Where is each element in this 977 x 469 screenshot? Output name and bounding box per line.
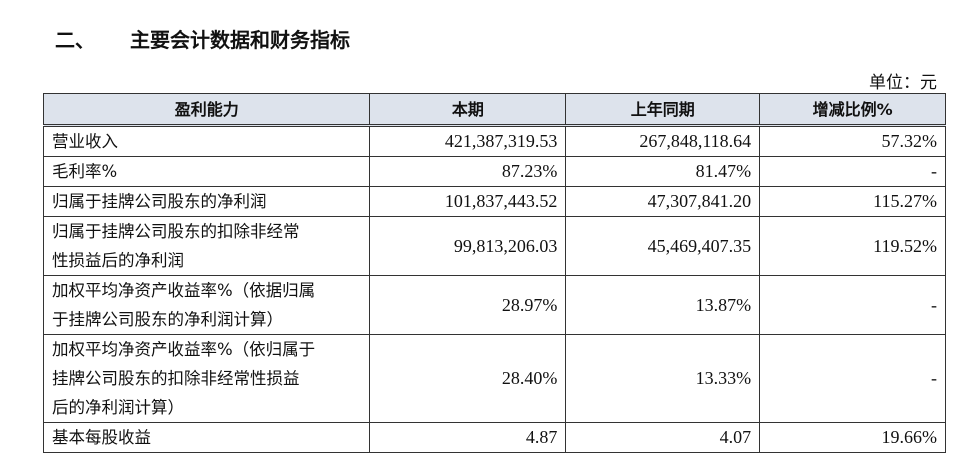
row-label: 加权平均净资产收益率%（依据归属 于挂牌公司股东的净利润计算） [42, 275, 371, 335]
row-label: 加权平均净资产收益率%（依归属于 挂牌公司股东的扣除非经常性损益 后的净利润计算） [42, 334, 371, 423]
value-cell: 4.87 [369, 422, 567, 453]
value-cell: 28.40% [369, 334, 567, 423]
value-cell: - [759, 334, 946, 423]
label-line: 于挂牌公司股东的净利润计算） [52, 310, 283, 329]
row-label: 毛利率% [42, 156, 371, 187]
row-label: 基本每股收益 [42, 422, 371, 453]
table-row: 营业收入 421,387,319.53 267,848,118.64 57.32% [42, 125, 946, 157]
label-line: 归属于挂牌公司股东的扣除非经常 [52, 222, 300, 241]
value-cell: 19.66% [759, 422, 946, 453]
section-title: 二、 主要会计数据和财务指标 [55, 24, 350, 53]
value-cell: 101,837,443.52 [369, 186, 567, 217]
row-label: 营业收入 [42, 125, 371, 157]
value-cell: 87.23% [369, 156, 567, 187]
header-cell: 盈利能力 [42, 93, 371, 127]
label-line: 后的净利润计算） [52, 398, 184, 417]
section-text: 主要会计数据和财务指标 [130, 28, 350, 52]
label-line: 挂牌公司股东的扣除非经常性损益 [52, 369, 300, 388]
header-row: 盈利能力 本期 上年同期 增减比例% [42, 93, 946, 127]
value-cell: 28.97% [369, 275, 567, 335]
table-row: 加权平均净资产收益率%（依据归属 于挂牌公司股东的净利润计算） 28.97% 13.8… [42, 275, 946, 335]
row-label: 归属于挂牌公司股东的净利润 [42, 186, 371, 217]
section-number: 二、 [55, 28, 95, 52]
value-cell: 47,307,841.20 [565, 186, 761, 217]
value-cell: 4.07 [565, 422, 761, 453]
value-cell: 81.47% [565, 156, 761, 187]
value-cell: 13.87% [565, 275, 761, 335]
value-cell: 119.52% [759, 216, 946, 276]
value-cell: 115.27% [759, 186, 946, 217]
label-line: 加权平均净资产收益率%（依据归属 [52, 281, 316, 300]
table-row: 加权平均净资产收益率%（依归属于 挂牌公司股东的扣除非经常性损益 后的净利润计算） 2… [42, 334, 946, 423]
unit-label: 单位：元 [869, 73, 937, 93]
table-row: 基本每股收益 4.87 4.07 19.66% [42, 422, 946, 453]
value-cell: 45,469,407.35 [565, 216, 761, 276]
header-cell: 增减比例% [759, 93, 946, 127]
value-cell: 267,848,118.64 [565, 125, 761, 157]
value-cell: 57.32% [759, 125, 946, 157]
table-row: 毛利率% 87.23% 81.47% - [42, 156, 946, 187]
label-line: 性损益后的净利润 [52, 251, 184, 270]
value-cell: 421,387,319.53 [369, 125, 567, 157]
label-line: 基本每股收益 [52, 428, 151, 447]
financial-table: 盈利能力 本期 上年同期 增减比例% 营业收入 421,387,319.53 267,84… [42, 93, 946, 453]
label-line: 毛利率% [52, 162, 118, 181]
label-line: 加权平均净资产收益率%（依归属于 [52, 340, 316, 359]
table-row: 归属于挂牌公司股东的扣除非经常 性损益后的净利润 99,813,206.03 45,4… [42, 216, 946, 276]
header-cell: 上年同期 [565, 93, 761, 127]
value-cell: 13.33% [565, 334, 761, 423]
table-row: 归属于挂牌公司股东的净利润 101,837,443.52 47,307,841.20… [42, 186, 946, 217]
label-line: 营业收入 [52, 132, 118, 151]
value-cell: - [759, 275, 946, 335]
value-cell: 99,813,206.03 [369, 216, 567, 276]
row-label: 归属于挂牌公司股东的扣除非经常 性损益后的净利润 [42, 216, 371, 276]
header-cell: 本期 [369, 93, 567, 127]
value-cell: - [759, 156, 946, 187]
label-line: 归属于挂牌公司股东的净利润 [52, 192, 267, 211]
